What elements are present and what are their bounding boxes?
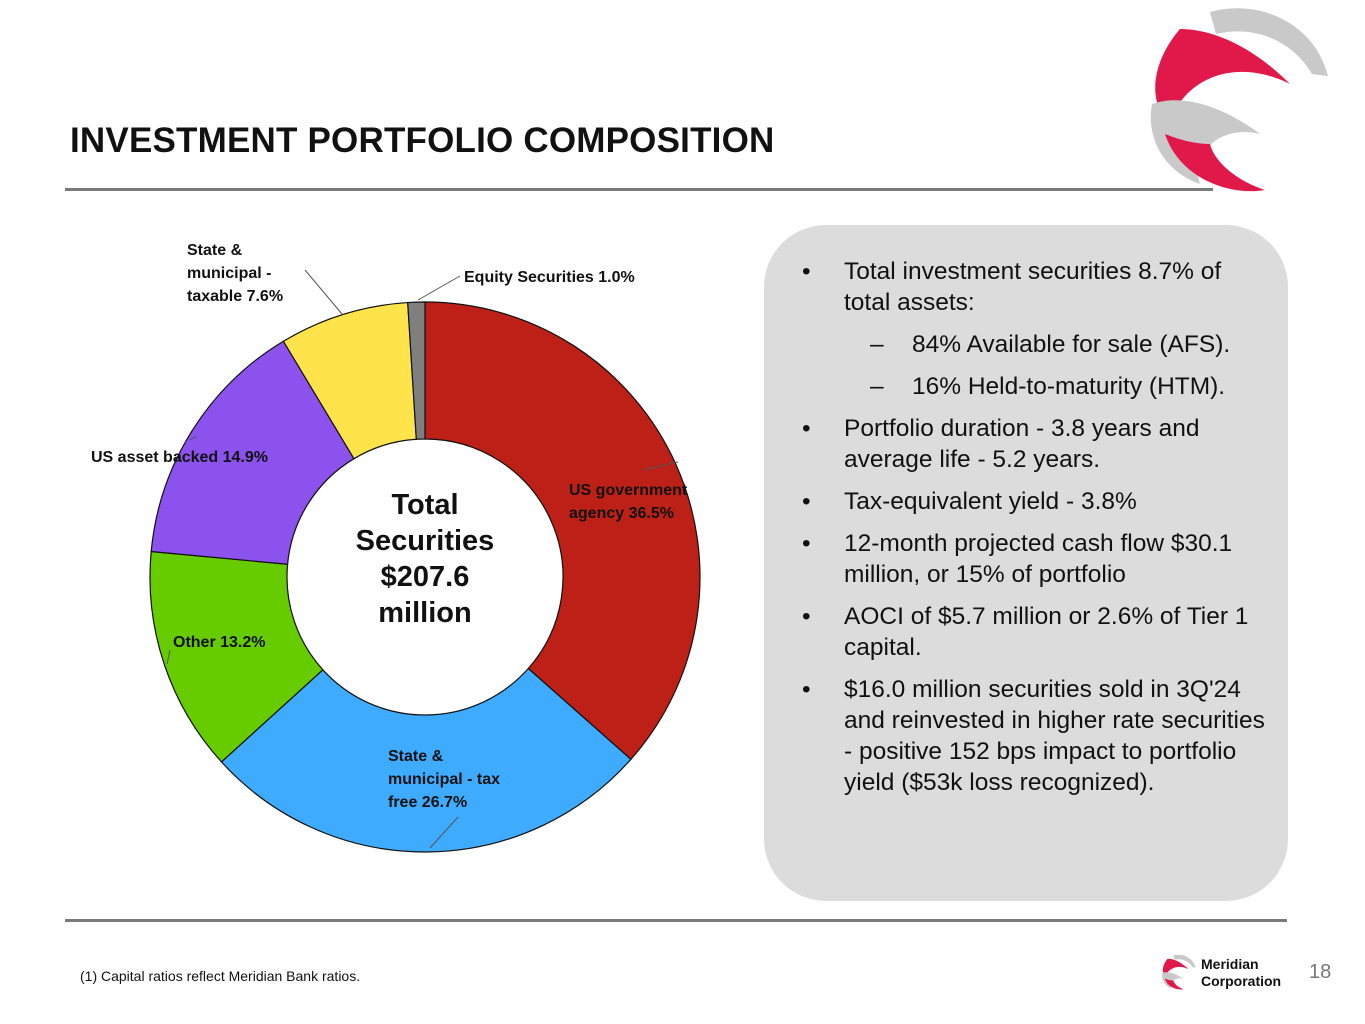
summary-bullet: • 12-month projected cash flow $30.1 mill… <box>800 528 1270 590</box>
company-name-line2: Corporation <box>1201 973 1282 989</box>
slice-label-line: US government <box>569 482 688 499</box>
page-title: INVESTMENT PORTFOLIO COMPOSITION <box>70 121 775 160</box>
bullet-text: 12-month projected cash flow $30.1 milli… <box>844 530 1233 588</box>
sub-bullet-marker: – <box>870 373 884 400</box>
bullet-text: $16.0 million securities sold in 3Q'24 a… <box>844 676 1265 796</box>
slice-label-line: taxable 7.6% <box>187 288 283 305</box>
bullet-marker: • <box>802 415 811 442</box>
summary-bullet: • Tax-equivalent yield - 3.8% <box>800 486 1270 517</box>
leader-line-other <box>166 649 171 665</box>
slice-label-line: municipal - tax <box>388 771 500 788</box>
summary-sub-bullet: – 84% Available for sale (AFS). <box>800 329 1270 360</box>
donut-center-label: Total Securities $207.6 million <box>356 489 495 629</box>
donut-slice-us-asset-backed <box>150 340 355 565</box>
summary-bullet-list: • Total investment securities 8.7% of tot… <box>800 256 1270 809</box>
company-name: Meridian Corporation <box>1201 956 1281 990</box>
company-name-line1: Meridian <box>1201 956 1259 972</box>
slice-label-line: municipal - <box>187 265 271 282</box>
center-label-line: million <box>378 597 471 629</box>
summary-bullet: • Total investment securities 8.7% of tot… <box>800 256 1270 318</box>
bullet-marker: • <box>802 488 811 515</box>
bullet-text: Total investment securities 8.7% of tota… <box>844 258 1222 316</box>
slice-label-line: agency 36.5% <box>569 505 674 522</box>
slice-label-line: free 26.7% <box>388 794 467 811</box>
meridian-small-logo-icon <box>1162 954 1196 990</box>
donut-slice-other <box>149 550 324 763</box>
title-divider <box>65 188 1213 191</box>
center-label-line: Securities <box>356 525 495 557</box>
slice-label-line: Equity Securities 1.0% <box>464 269 635 286</box>
slice-label-line: US asset backed 14.9% <box>91 449 268 466</box>
leader-line-us-government-agency <box>642 461 679 471</box>
slice-label-other: Other 13.2% <box>173 634 265 651</box>
meridian-logo-icon <box>1150 8 1328 192</box>
slice-label-line: State & <box>187 242 243 259</box>
leader-line-us-asset-backed <box>189 435 198 441</box>
page-number: 18 <box>1309 961 1332 983</box>
summary-bullet: • $16.0 million securities sold in 3Q'24 … <box>800 674 1270 798</box>
slice-label-line: State & <box>388 748 444 765</box>
slice-label-us-asset-backed: US asset backed 14.9% <box>91 449 268 466</box>
donut-slice-equity-securities <box>407 301 426 440</box>
slice-label-line: Other 13.2% <box>173 634 265 651</box>
slice-label-state-municipal-tax-free: State & municipal - tax free 26.7% <box>388 748 500 811</box>
summary-panel <box>764 225 1288 901</box>
center-label-line: $207.6 <box>381 561 470 593</box>
slice-label-state-municipal-taxable: State & municipal - taxable 7.6% <box>187 242 283 305</box>
bullet-text: AOCI of $5.7 million or 2.6% of Tier 1 c… <box>844 603 1249 661</box>
donut-slice-state-municipal-tax-free <box>220 667 632 853</box>
sub-bullet-marker: – <box>870 331 884 358</box>
sub-bullet-text: 16% Held-to-maturity (HTM). <box>912 373 1226 400</box>
slice-label-equity-securities: Equity Securities 1.0% <box>464 269 635 286</box>
footer-divider <box>65 919 1287 922</box>
leader-line-state-municipal-tax-free <box>429 816 459 849</box>
bullet-marker: • <box>802 676 811 703</box>
bullet-marker: • <box>802 530 811 557</box>
summary-bullet: • Portfolio duration - 3.8 years and aver… <box>800 413 1270 475</box>
bullet-text: Portfolio duration - 3.8 years and avera… <box>844 415 1200 473</box>
leader-line-equity-securities <box>417 275 461 301</box>
bullet-marker: • <box>802 603 811 630</box>
footnote: (1) Capital ratios reflect Meridian Bank… <box>80 968 361 984</box>
summary-bullet: • AOCI of $5.7 million or 2.6% of Tier 1 … <box>800 601 1270 663</box>
portfolio-donut-chart: US government agency 36.5% State & municipa… <box>91 242 701 853</box>
bullet-marker: • <box>802 258 811 285</box>
bullet-text: Tax-equivalent yield - 3.8% <box>844 488 1137 515</box>
center-label-line: Total <box>391 489 458 521</box>
slice-label-us-government-agency: US government agency 36.5% <box>569 482 688 522</box>
summary-sub-bullet: – 16% Held-to-maturity (HTM). <box>800 371 1270 402</box>
donut-slice-us-government-agency <box>424 301 701 761</box>
leader-line-state-municipal-taxable <box>304 269 343 315</box>
sub-bullet-text: 84% Available for sale (AFS). <box>912 331 1231 358</box>
